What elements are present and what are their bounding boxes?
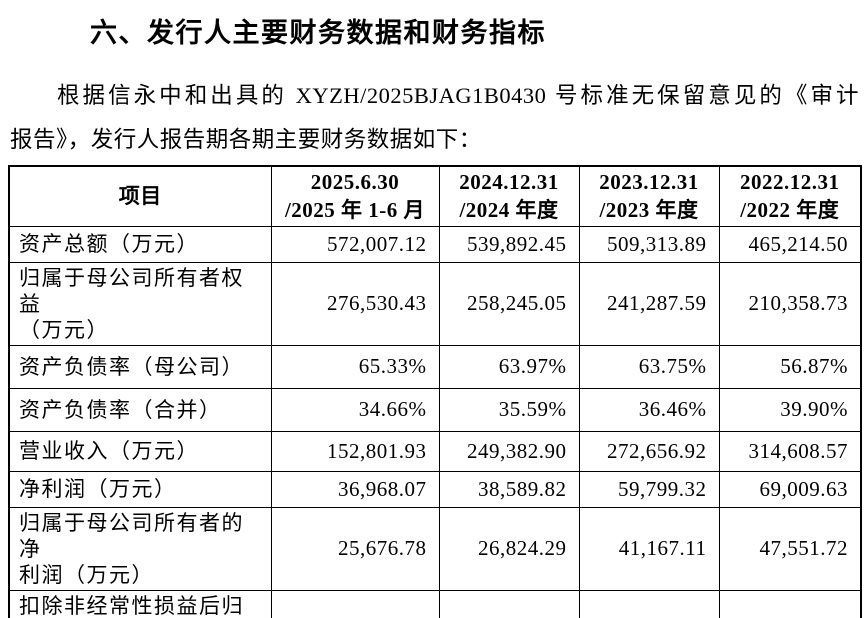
intro-paragraph-line-2: 报告》，发行人报告期各期主要财务数据如下：: [10, 127, 482, 152]
row-label: 资产负债率（母公司）: [8, 344, 272, 389]
cell-value: 69,009.63: [718, 470, 862, 508]
cell-value: 572,007.12: [270, 225, 440, 263]
table-row: 资产总额（万元） 572,007.12 539,892.45 509,313.8…: [8, 225, 862, 263]
cell-value: 152,801.93: [270, 430, 440, 472]
table-header-row: 项目 2025.6.30 /2025 年 1-6 月 2024.12.31 /2…: [8, 165, 862, 227]
cell-value: 39.90%: [718, 387, 862, 432]
table-row: 净利润（万元） 36,968.07 38,589.82 59,799.32 69…: [8, 470, 862, 508]
cell-value: 63.97%: [438, 344, 580, 389]
intro-paragraph-line-1: 根据信永中和出具的 XYZH/2025BJAG1B0430 号标准无保留意见的《…: [57, 83, 859, 108]
header-period-2024: 2024.12.31 /2024 年度: [438, 165, 580, 227]
header-period-2023: 2023.12.31 /2023 年度: [578, 165, 720, 227]
section-title: 六、发行人主要财务数据和财务指标: [90, 18, 546, 48]
cell-value: 59,799.32: [578, 470, 720, 508]
cell-value: 25,191.14: [438, 589, 580, 618]
cell-value: 36.46%: [578, 387, 720, 432]
cell-value: 63.75%: [578, 344, 720, 389]
table-row: 资产负债率（母公司） 65.33% 63.97% 63.75% 56.87%: [8, 344, 862, 389]
cell-value: 25,676.78: [270, 506, 440, 591]
cell-value: 258,245.05: [438, 261, 580, 346]
cell-value: 56.87%: [718, 344, 862, 389]
cell-value: 24,863.79: [270, 589, 440, 618]
cell-value: 26,824.29: [438, 506, 580, 591]
cell-value: 34.66%: [270, 387, 440, 432]
cell-value: 314,608.57: [718, 430, 862, 472]
row-label: 资产总额（万元）: [8, 225, 272, 263]
table-row: 资产负债率（合并） 34.66% 35.59% 36.46% 39.90%: [8, 387, 862, 432]
row-label: 归属于母公司所有者的净 利润（万元）: [8, 506, 272, 591]
row-label: 营业收入（万元）: [8, 430, 272, 472]
intro-paragraph: 根据信永中和出具的 XYZH/2025BJAG1B0430 号标准无保留意见的《…: [10, 74, 859, 162]
cell-value: 46,842.91: [718, 589, 862, 618]
header-item-column: 项目: [8, 165, 272, 227]
cell-value: 210,358.73: [718, 261, 862, 346]
cell-value: 36,968.07: [270, 470, 440, 508]
cell-value: 465,214.50: [718, 225, 862, 263]
table-row: 营业收入（万元） 152,801.93 249,382.90 272,656.9…: [8, 430, 862, 472]
header-period-2025h1: 2025.6.30 /2025 年 1-6 月: [270, 165, 440, 227]
cell-value: 272,656.92: [578, 430, 720, 472]
cell-value: 41,167.11: [578, 506, 720, 591]
table-row: 归属于母公司所有者的净 利润（万元） 25,676.78 26,824.29 4…: [8, 506, 862, 591]
header-period-2022: 2022.12.31 /2022 年度: [718, 165, 862, 227]
cell-value: 35.59%: [438, 387, 580, 432]
cell-value: 65.33%: [270, 344, 440, 389]
cell-value: 249,382.90: [438, 430, 580, 472]
cell-value: 539,892.45: [438, 225, 580, 263]
cell-value: 509,313.89: [578, 225, 720, 263]
financial-data-table: 项目 2025.6.30 /2025 年 1-6 月 2024.12.31 /2…: [8, 165, 862, 618]
row-label: 归属于母公司所有者权益 （万元）: [8, 261, 272, 346]
row-label: 资产负债率（合并）: [8, 387, 272, 432]
row-label: 净利润（万元）: [8, 470, 272, 508]
cell-value: 47,551.72: [718, 506, 862, 591]
table-row: 归属于母公司所有者权益 （万元） 276,530.43 258,245.05 2…: [8, 261, 862, 346]
cell-value: 38,589.82: [438, 470, 580, 508]
cell-value: 241,287.59: [578, 261, 720, 346]
cell-value: 38,798.46: [578, 589, 720, 618]
cell-value: 276,530.43: [270, 261, 440, 346]
